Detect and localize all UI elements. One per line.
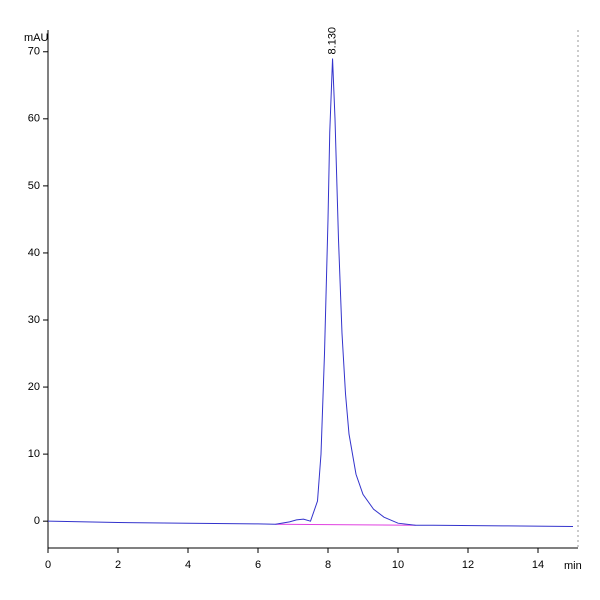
y-tick-label: 40 xyxy=(28,247,40,259)
x-tick-label: 0 xyxy=(45,559,51,571)
y-axis-label: mAU xyxy=(24,32,49,44)
peak-label: 8.130 xyxy=(326,27,338,55)
x-tick-label: 6 xyxy=(255,559,261,571)
x-tick-label: 2 xyxy=(115,559,121,571)
y-tick-label: 50 xyxy=(28,180,40,192)
signal-line xyxy=(47,58,574,528)
y-tick-label: 10 xyxy=(28,448,40,460)
baseline xyxy=(275,523,416,526)
y-tick-label: 20 xyxy=(28,381,40,393)
x-tick-label: 8 xyxy=(325,559,331,571)
y-tick-label: 70 xyxy=(28,46,40,58)
y-tick-label: 0 xyxy=(34,515,40,527)
x-tick-label: 12 xyxy=(462,559,474,571)
y-tick-label: 30 xyxy=(28,314,40,326)
x-tick-label: 4 xyxy=(185,559,191,571)
x-axis-label: min xyxy=(564,560,582,572)
x-tick-label: 14 xyxy=(532,559,544,571)
x-tick-label: 10 xyxy=(392,559,404,571)
y-tick-label: 60 xyxy=(28,113,40,125)
